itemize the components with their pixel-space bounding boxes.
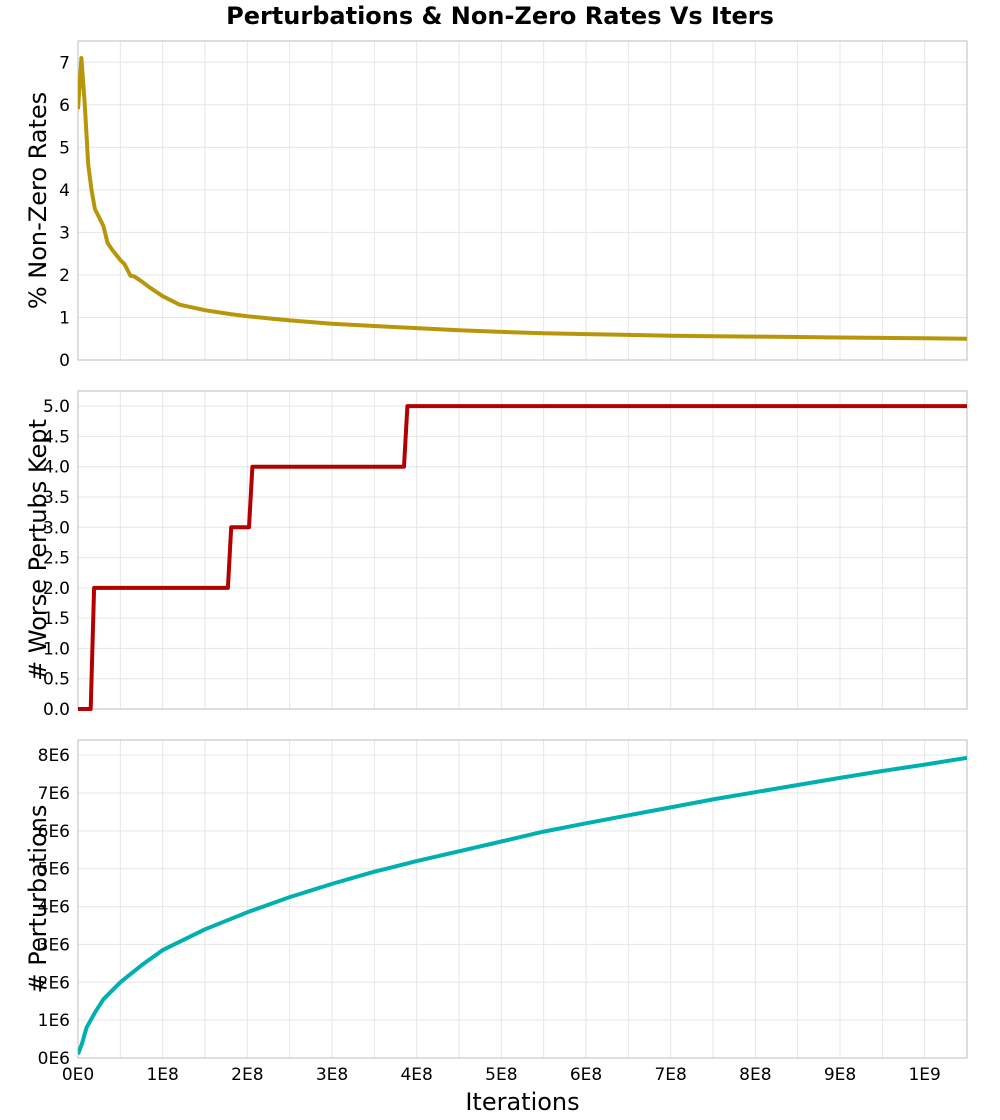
x-tick-label: 5E8 [485, 1065, 517, 1085]
y-tick-label: 1.0 [43, 639, 70, 659]
x-tick-label: 3E8 [316, 1065, 348, 1085]
chart-title: Perturbations & Non-Zero Rates Vs Iters [226, 2, 774, 30]
chart-panel-3: 0E6 1E6 2E6 3E6 4E6 5E6 6E6 7E6 8E6 0E0 1E8 2E8 3E8 4… [24, 739, 968, 1116]
y-axis-label: % Non-Zero Rates [24, 92, 52, 309]
y-tick-label: 6 [59, 96, 70, 116]
x-axis-label: Iterations [465, 1088, 579, 1116]
y-axis-label: # Worse Pertubs Kept [24, 419, 52, 681]
y-tick-label: 5.0 [43, 397, 70, 417]
y-tick-label: 1 [59, 308, 70, 328]
x-tick-label: 4E8 [400, 1065, 432, 1085]
series-line [78, 404, 967, 711]
y-tick-label: 2E6 [38, 973, 70, 993]
y-tick-label: 4 [59, 181, 70, 201]
y-tick-label: 0E6 [38, 1049, 70, 1069]
series-line [78, 56, 967, 341]
y-tick-label: 2.0 [43, 579, 70, 599]
x-tick-label: 8E8 [739, 1065, 771, 1085]
y-tick-label: 6E6 [38, 822, 70, 842]
x-tick-label: 7E8 [654, 1065, 686, 1085]
y-tick-label: 3E6 [38, 935, 70, 955]
chart-panel-2: 0.0 0.5 1.0 1.5 2.0 2.5 3.0 3.5 4.0 4.5 5.0# Worse… [24, 390, 968, 720]
x-tick-label: 1E8 [146, 1065, 178, 1085]
chart-panel-1: 0 1 2 3 4 5 6 7 % Non-Zero Rates [24, 40, 968, 371]
y-tick-label: 3 [59, 223, 70, 243]
y-tick-label: 5 [59, 138, 70, 158]
y-tick-label: 2 [59, 266, 70, 286]
plot-frame [77, 390, 968, 710]
plot-frame [77, 40, 968, 361]
x-tick-label: 1E9 [908, 1065, 940, 1085]
x-tick-label: 9E8 [824, 1065, 856, 1085]
y-tick-label: 7 [59, 53, 70, 73]
y-tick-label: 8E6 [38, 746, 70, 766]
y-tick-label: 4.5 [43, 427, 70, 447]
y-tick-label: 7E6 [38, 784, 70, 804]
y-tick-label: 3.0 [43, 518, 70, 538]
y-tick-label: 4.0 [43, 458, 70, 478]
series-line [78, 755, 967, 1055]
y-tick-label: 0.5 [43, 670, 70, 690]
y-tick-label: 5E6 [38, 860, 70, 880]
y-tick-label: 4E6 [38, 898, 70, 918]
y-tick-label: 1E6 [38, 1011, 70, 1031]
y-tick-label: 0 [59, 351, 70, 371]
y-tick-label: 2.5 [43, 549, 70, 569]
y-tick-label: 0.0 [43, 700, 70, 720]
y-tick-label: 1.5 [43, 609, 70, 629]
x-tick-label: 0E0 [62, 1065, 94, 1085]
x-tick-label: 2E8 [231, 1065, 263, 1085]
plot-frame [77, 739, 968, 1059]
y-axis-label: # Perturbations [24, 805, 52, 994]
x-tick-label: 6E8 [570, 1065, 602, 1085]
y-tick-label: 3.5 [43, 488, 70, 508]
